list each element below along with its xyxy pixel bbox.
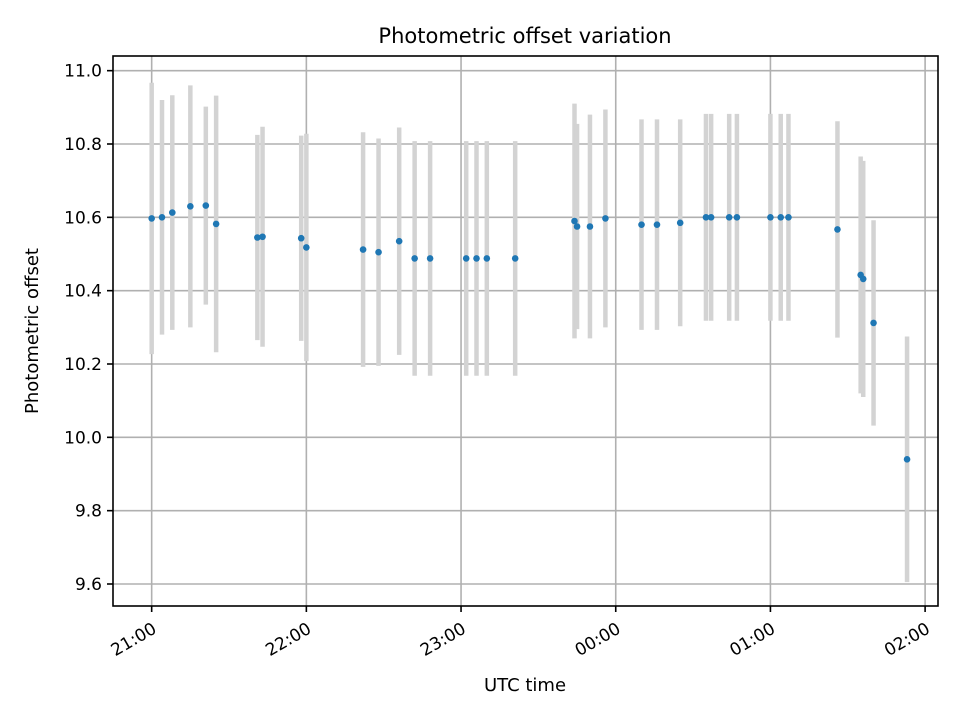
data-point [602,215,609,222]
data-point [411,255,418,262]
data-point [767,214,774,221]
data-point [870,319,877,327]
data-point [212,220,220,228]
data-point [638,221,645,228]
data-point [395,237,403,245]
data-point [571,217,578,225]
point-layer [148,202,911,463]
data-point [511,255,519,262]
x-axis-label: UTC time [484,675,566,696]
x-tick-label: 01:00 [726,619,778,661]
data-point [375,248,382,256]
tick-layer: 9.6 9.8 10.0 10.2 10.4 10.6 10.8 11.0 21:00 22:00… [64,62,933,661]
data-point [259,233,266,241]
data-point [586,223,594,230]
data-point [785,214,792,221]
data-point [202,202,210,209]
data-point [903,456,911,463]
y-tick-label: 11.0 [64,62,102,82]
errorbar-layer [149,82,910,583]
data-point [834,226,841,233]
data-point [254,234,261,241]
data-point [859,275,867,283]
data-point [676,219,684,227]
data-point [187,203,194,210]
data-point [483,255,491,262]
data-point [473,255,480,262]
data-point [158,214,166,221]
data-point [573,223,581,230]
x-tick-label: 23:00 [417,619,469,661]
data-point [725,214,733,221]
data-point [359,246,367,253]
y-tick-label: 9.6 [75,575,102,595]
data-point [777,214,785,221]
data-point [702,214,710,221]
x-tick-label: 22:00 [262,619,314,661]
y-tick-label: 9.8 [75,502,102,522]
x-tick-label: 02:00 [881,619,933,661]
data-point [426,255,434,262]
y-tick-label: 10.6 [64,208,102,228]
data-point [653,221,661,228]
data-point [297,234,305,242]
x-tick-label: 00:00 [572,619,624,661]
plot-frame [112,55,939,607]
chart-title: Photometric offset variation [378,24,671,48]
data-point [303,244,310,251]
data-point [148,215,155,222]
y-axis-label: Photometric offset [22,248,43,414]
x-tick-label: 21:00 [108,619,160,661]
y-tick-label: 10.4 [64,282,102,302]
data-point [168,209,176,216]
y-tick-label: 10.0 [64,428,102,448]
data-point [462,255,470,262]
data-point [733,214,741,221]
y-tick-label: 10.2 [64,355,102,375]
data-point [707,214,715,221]
grid-layer [113,56,938,606]
y-tick-label: 10.8 [64,135,102,155]
